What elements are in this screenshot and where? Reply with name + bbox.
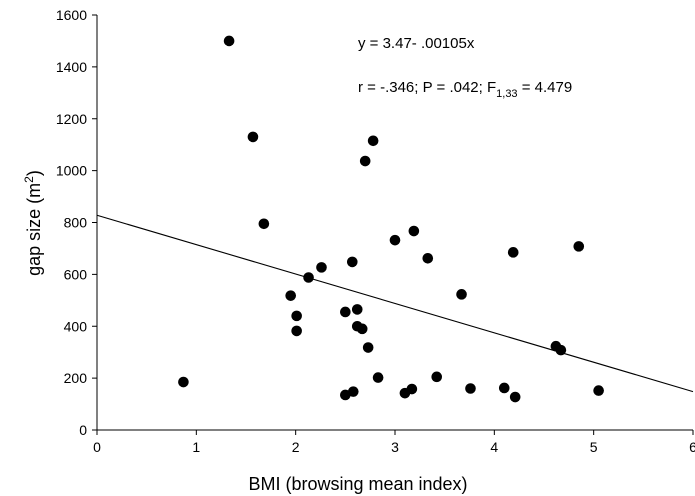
data-points — [178, 35, 604, 403]
data-point — [465, 383, 476, 394]
data-point — [316, 262, 327, 273]
y-axis-label-superscript: 2 — [22, 176, 36, 183]
data-point — [291, 310, 302, 322]
data-point — [422, 252, 434, 264]
data-point — [347, 386, 359, 397]
data-point — [223, 35, 235, 47]
x-tick-label: 4 — [490, 439, 498, 455]
data-point — [456, 289, 467, 300]
data-point — [258, 218, 270, 230]
data-point — [285, 290, 297, 301]
regression-line — [96, 214, 694, 393]
data-point — [178, 376, 189, 388]
data-point — [406, 383, 418, 395]
data-point — [573, 241, 585, 252]
data-point — [356, 323, 368, 335]
y-tick-label: 0 — [79, 422, 87, 438]
y-axis-label: gap size (m2) — [22, 170, 44, 276]
y-axis-label-tail: ) — [24, 170, 44, 176]
y-tick-label: 1600 — [56, 7, 87, 23]
y-tick-label: 1000 — [56, 163, 87, 179]
y-axis-ticks: 0 200 400 600 800 1000 1200 1400 1600 — [56, 7, 97, 438]
stats-main: r = -.346; P = .042; F — [358, 79, 496, 96]
data-point — [507, 247, 519, 258]
data-point — [408, 225, 420, 237]
y-tick-label: 1400 — [56, 59, 87, 75]
x-tick-label: 3 — [391, 439, 399, 455]
x-tick-label: 6 — [689, 439, 695, 455]
plot-area: 0 1 2 3 4 5 6 0 200 400 600 800 1000 1200 1400 1600 — [56, 7, 695, 455]
data-point — [291, 325, 302, 337]
x-axis-ticks: 0 1 2 3 4 5 6 — [93, 430, 695, 455]
stats-subscript: 1,33 — [496, 88, 517, 100]
data-point — [351, 304, 363, 315]
data-point — [346, 256, 358, 268]
x-tick-label: 1 — [192, 439, 200, 455]
x-tick-label: 0 — [93, 439, 101, 455]
data-point — [359, 155, 371, 167]
data-point — [431, 371, 443, 383]
stats-tail: = 4.479 — [518, 79, 573, 96]
x-axis-label: BMI (browsing mean index) — [248, 474, 467, 494]
data-point — [340, 306, 351, 318]
data-point — [247, 131, 259, 143]
y-tick-label: 400 — [64, 318, 88, 334]
y-tick-label: 800 — [64, 215, 88, 231]
y-axis-label-main: gap size (m — [24, 183, 44, 276]
regression-equation: y = 3.47- .00105x — [358, 35, 475, 52]
data-point — [555, 344, 567, 356]
y-tick-label: 1200 — [56, 111, 87, 127]
y-tick-label: 200 — [64, 370, 88, 386]
data-point — [509, 391, 521, 403]
data-point — [593, 385, 604, 396]
data-point — [372, 372, 384, 383]
data-point — [389, 234, 401, 246]
x-tick-label: 5 — [590, 439, 598, 455]
data-point — [367, 135, 379, 147]
regression-statistics: r = -.346; P = .042; F1,33 = 4.479 — [358, 79, 572, 100]
data-point — [303, 272, 314, 283]
data-point — [340, 389, 351, 401]
x-tick-label: 2 — [292, 439, 300, 455]
y-tick-label: 600 — [64, 266, 88, 282]
data-point — [362, 342, 374, 353]
data-point — [498, 382, 510, 394]
